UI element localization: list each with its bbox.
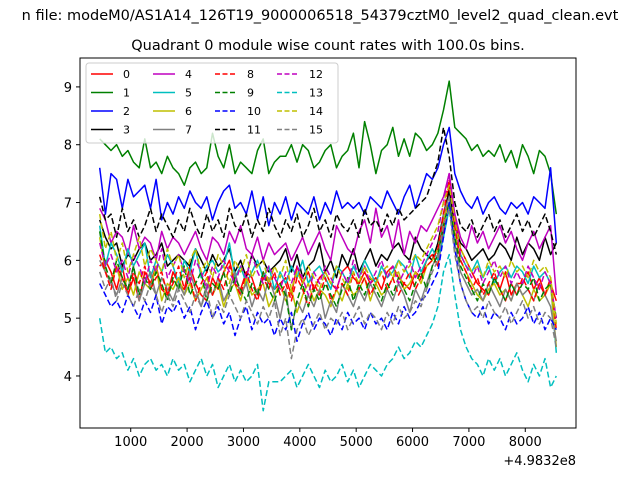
legend-label-15: 15 (309, 124, 323, 137)
legend-label-3: 3 (123, 124, 130, 137)
series-line-3 (98, 190, 557, 279)
x-tick-label: 7000 (452, 435, 485, 450)
legend-label-6: 6 (185, 105, 192, 118)
y-tick-label: 7 (64, 197, 72, 212)
legend-label-5: 5 (185, 87, 192, 100)
series-line-2 (98, 126, 558, 244)
legend-label-11: 11 (247, 124, 261, 137)
series-line-14 (98, 184, 558, 324)
legend-label-9: 9 (247, 87, 254, 100)
x-tick-label: 4000 (283, 435, 316, 450)
chart-title: Quadrant 0 module wise count rates with … (131, 38, 525, 54)
y-tick-label: 8 (64, 139, 72, 154)
legend-label-1: 1 (123, 87, 130, 100)
x-tick-label: 5000 (340, 435, 373, 450)
series-line-15 (98, 207, 558, 360)
series-line-11 (98, 126, 558, 255)
legend-label-10: 10 (247, 105, 261, 118)
legend-label-13: 13 (309, 87, 323, 100)
x-axis: 1000 2000 3000 4000 5000 6000 7000 8000 (114, 428, 542, 450)
legend-label-7: 7 (185, 124, 192, 137)
legend-label-8: 8 (247, 68, 254, 81)
x-offset-label: +4.9832e8 (503, 454, 576, 469)
series-line-0 (99, 184, 558, 302)
series-line-9 (98, 201, 558, 331)
series-line-4 (99, 172, 558, 296)
x-tick-label: 1000 (114, 435, 147, 450)
legend-label-0: 0 (123, 68, 130, 81)
legend-label-2: 2 (123, 105, 130, 118)
figure-suptitle: n file: modeM0/AS1A14_126T19_9000006518_… (22, 8, 619, 24)
plot-frame (79, 57, 577, 429)
legend-label-12: 12 (309, 68, 323, 81)
series-line-12 (98, 172, 558, 319)
series-line-1 (99, 80, 558, 215)
legend-box (85, 62, 339, 144)
series-layer (98, 80, 558, 412)
y-tick-label: 6 (64, 254, 72, 269)
x-tick-label: 3000 (227, 435, 260, 450)
y-axis: 4 5 6 7 8 9 (64, 81, 80, 385)
series-line-7 (99, 196, 558, 342)
series-line-13 (98, 253, 557, 412)
x-tick-label: 6000 (396, 435, 429, 450)
legend-label-14: 14 (309, 105, 323, 118)
y-tick-label: 5 (64, 312, 72, 327)
x-tick-label: 8000 (509, 435, 542, 450)
x-tick-label: 2000 (171, 435, 204, 450)
y-tick-label: 9 (64, 81, 72, 96)
y-tick-label: 4 (64, 370, 72, 385)
legend-label-4: 4 (185, 68, 192, 81)
